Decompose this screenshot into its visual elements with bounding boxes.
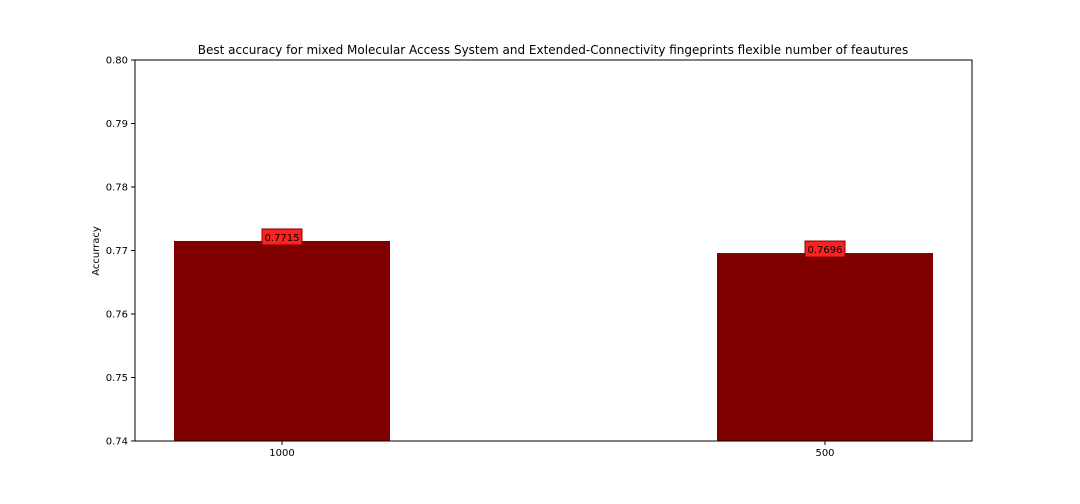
y-tick-label: 0.76 xyxy=(106,310,128,321)
bars-layer xyxy=(174,240,933,441)
bar-500 xyxy=(717,253,933,441)
plot-area-frame xyxy=(134,59,973,442)
data-label: 0.7715 xyxy=(265,233,300,244)
data-labels-layer: 0.7715 0.7696 xyxy=(261,228,846,258)
y-tick-label: 0.79 xyxy=(106,119,128,130)
chart-title: Best accuracy for mixed Molecular Access… xyxy=(198,43,908,57)
y-tick-label: 0.78 xyxy=(106,183,128,194)
data-label: 0.7696 xyxy=(808,245,843,256)
data-label-box xyxy=(261,228,303,246)
y-tick-label: 0.77 xyxy=(106,246,128,257)
y-tick-label: 0.75 xyxy=(106,373,128,384)
data-label-box xyxy=(804,240,846,258)
bar-1000 xyxy=(174,240,390,441)
x-tick-label: 1000 xyxy=(269,448,294,459)
y-tick-label: 0.80 xyxy=(106,56,128,67)
y-ticks-layer: 0.74 0.75 0.76 0.77 0.78 0.79 0.80 xyxy=(106,56,135,448)
y-tick-label: 0.74 xyxy=(106,437,128,448)
y-axis-label: Accurracy xyxy=(91,226,102,276)
x-tick-label: 500 xyxy=(815,448,834,459)
x-ticks-layer: 1000 500 xyxy=(269,441,835,459)
